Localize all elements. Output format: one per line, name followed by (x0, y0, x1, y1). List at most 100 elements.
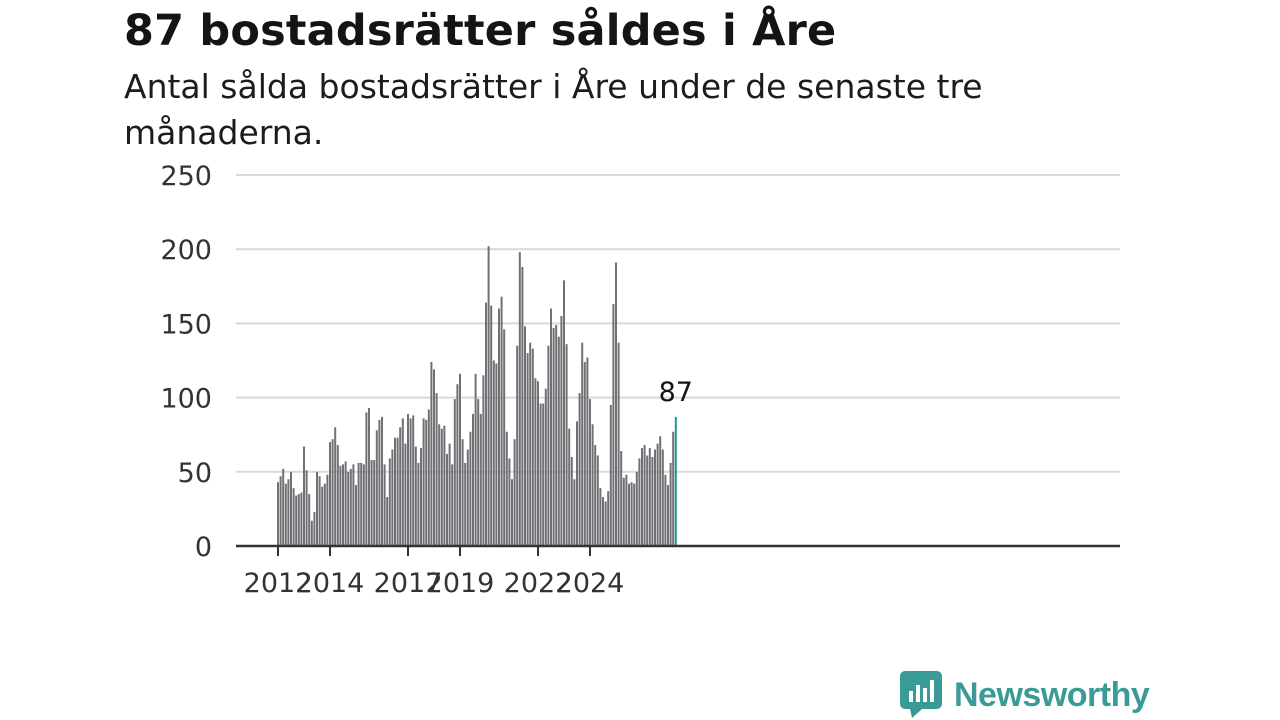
bar (440, 428, 443, 546)
y-tick-label: 200 (160, 235, 212, 266)
bar (459, 373, 461, 546)
y-tick-label: 50 (178, 458, 212, 489)
bar (498, 308, 500, 546)
bar (641, 448, 643, 546)
bar (404, 443, 407, 546)
bar (622, 477, 625, 546)
bar (331, 439, 334, 546)
bar (409, 418, 412, 546)
bar (355, 485, 357, 546)
last-value-label: 87 (659, 377, 693, 408)
bar (578, 393, 581, 546)
x-tick-label: 2022 (504, 568, 573, 599)
bar (420, 448, 422, 546)
bar (651, 456, 654, 546)
bar (362, 464, 365, 546)
bar (620, 451, 623, 546)
bar (609, 405, 612, 546)
bar (360, 462, 363, 546)
bar (391, 449, 394, 546)
bar (368, 407, 370, 546)
bar (570, 456, 573, 546)
bar (544, 388, 547, 546)
bar (277, 482, 279, 546)
bar (282, 468, 285, 546)
bar (513, 439, 516, 546)
bar (542, 403, 545, 546)
bar (633, 483, 636, 546)
bar (630, 482, 633, 546)
bar (451, 464, 454, 546)
bar (617, 342, 620, 546)
bar (565, 344, 568, 546)
bar (456, 384, 459, 546)
x-tick-label: 2012 (244, 568, 313, 599)
bar (375, 430, 378, 546)
bar (555, 324, 558, 546)
chart-title: 87 bostadsrätter såldes i Åre (124, 6, 837, 56)
bar (425, 419, 428, 546)
bar (412, 415, 415, 546)
bar (648, 448, 651, 546)
bar (539, 403, 542, 546)
bar (313, 511, 316, 546)
bar (435, 393, 438, 546)
bar (396, 437, 399, 546)
bar (329, 442, 331, 546)
bar (318, 476, 321, 546)
bar (560, 315, 563, 546)
y-tick-label: 150 (160, 309, 212, 340)
bar (563, 280, 565, 546)
highlighted-bar (674, 416, 677, 546)
bar (505, 431, 508, 546)
bar (378, 419, 381, 546)
bar (326, 474, 329, 546)
bar (669, 462, 672, 546)
bar (464, 462, 467, 546)
bar (508, 458, 511, 546)
bar (399, 427, 402, 546)
bar (336, 445, 339, 546)
bar (479, 413, 482, 546)
bar (583, 361, 586, 546)
bar (511, 479, 513, 546)
bar (407, 413, 409, 546)
bar (394, 437, 396, 546)
bar (365, 412, 368, 546)
bar (383, 464, 386, 546)
bar (612, 304, 615, 546)
bar (438, 424, 441, 546)
bar (297, 494, 300, 546)
bar (295, 495, 298, 546)
bar (357, 462, 360, 546)
bar (500, 296, 503, 546)
bar (344, 461, 347, 546)
bar (518, 252, 521, 546)
x-tick-label: 2014 (296, 568, 365, 599)
bar (303, 446, 305, 546)
bar (347, 471, 350, 546)
bar (290, 471, 292, 546)
bar (573, 479, 576, 546)
bar (664, 474, 667, 546)
bar (526, 353, 529, 546)
bar (552, 327, 555, 546)
bar (284, 483, 287, 546)
bar (482, 375, 485, 546)
bar (557, 336, 560, 546)
bar (646, 455, 649, 546)
bar (594, 445, 597, 546)
bar (615, 262, 617, 546)
bar (388, 458, 391, 546)
bar (430, 361, 433, 546)
bar (537, 381, 539, 546)
bar (321, 486, 324, 546)
bar (300, 492, 303, 546)
bar (625, 474, 628, 546)
bar (477, 399, 480, 546)
bar (607, 491, 610, 546)
bar (386, 497, 389, 546)
bar (292, 488, 295, 546)
bar (472, 413, 474, 546)
